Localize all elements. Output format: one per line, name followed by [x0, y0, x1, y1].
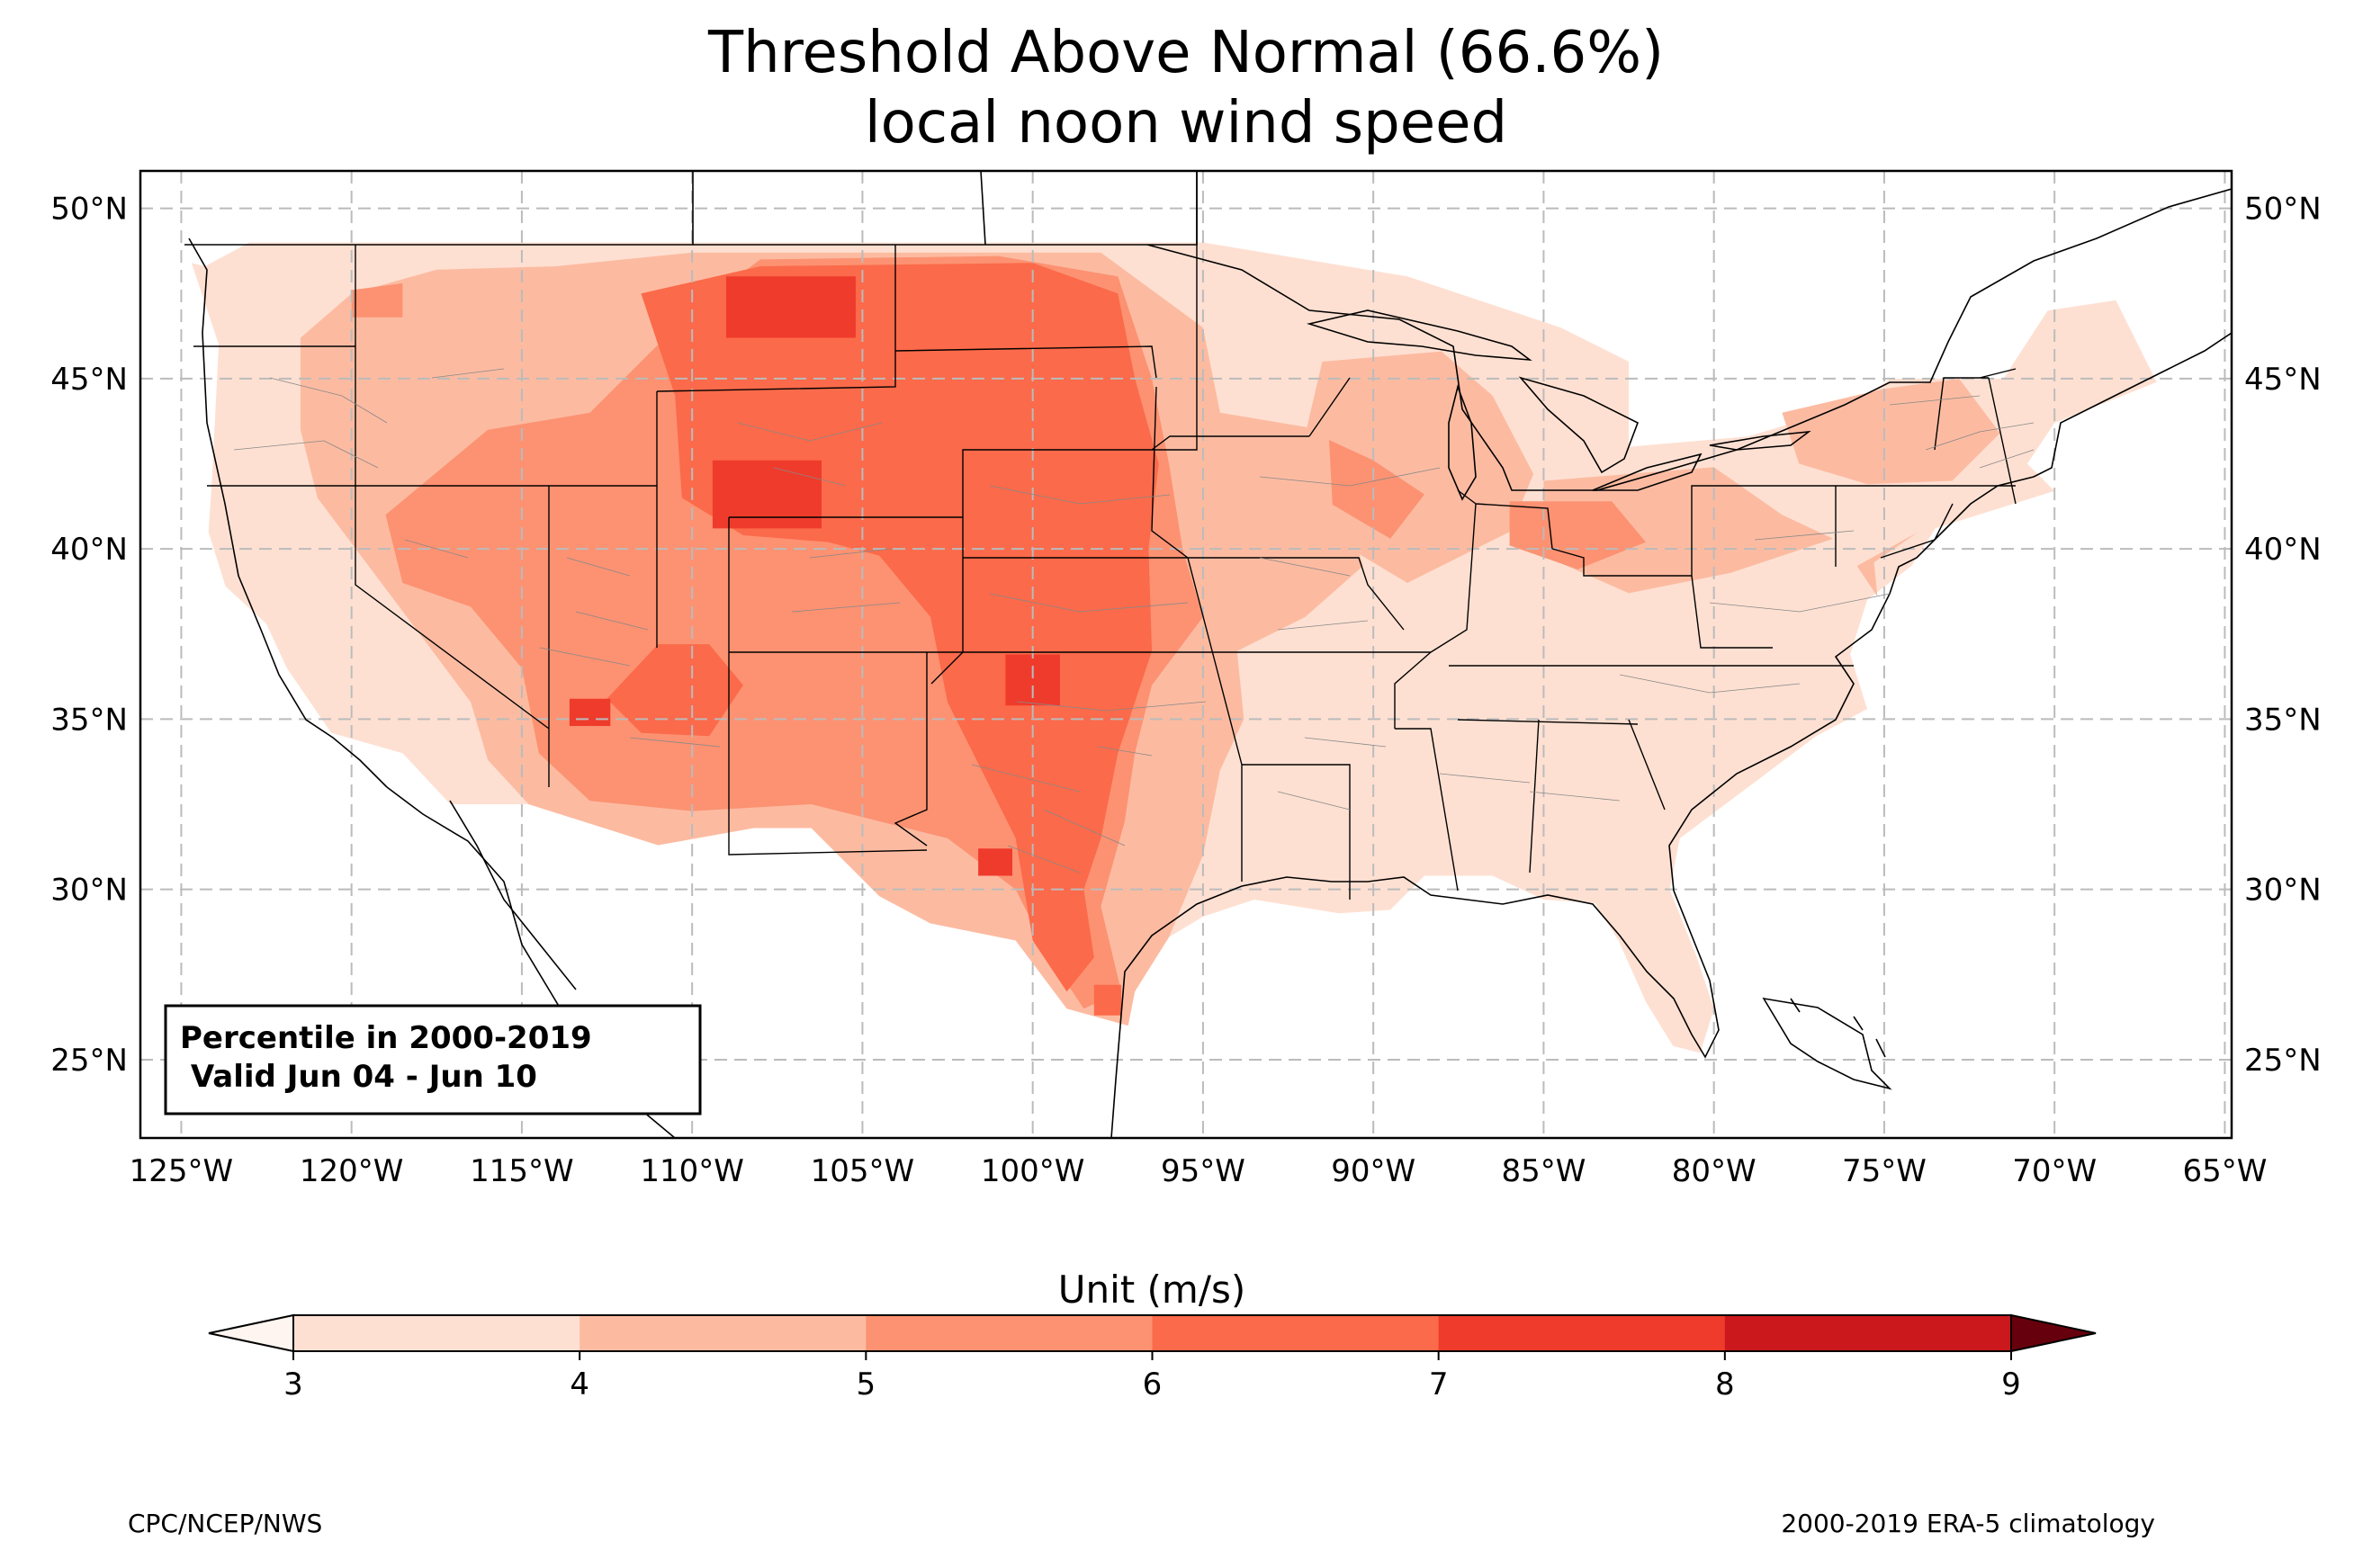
colorbar-tick-label: 7: [1429, 1366, 1449, 1402]
info-box-line-1: Percentile in 2000-2019: [180, 1020, 592, 1056]
colorbar-segments: [208, 1313, 2097, 1353]
info-box: Percentile in 2000-2019 Valid Jun 04 - J…: [164, 1004, 702, 1116]
colorbar-segment: [293, 1315, 580, 1351]
colorbar-segment: [580, 1315, 867, 1351]
lon-tick-label: 80°W: [1672, 1153, 1757, 1189]
colorbar-segment: [1152, 1315, 1440, 1351]
gulf-coast: [1119, 332, 2232, 1059]
colorbar-segment: [866, 1315, 1153, 1351]
geographic-lines: [184, 171, 2232, 1138]
lon-tick-label: 125°W: [130, 1153, 234, 1189]
colorbar-segment: [1724, 1315, 2012, 1351]
title-line-2: local noon wind speed: [865, 90, 1507, 157]
wind-region-15: [1005, 654, 1060, 706]
info-box-frame: [164, 1004, 702, 1116]
gridlines: [140, 171, 2232, 1138]
wind-region-11: [606, 644, 743, 737]
state-borders: [193, 245, 2017, 900]
map-area: 125°W 120°W 115°W 110°W 105°W 100°W 95°W 90°W 85…: [50, 169, 2322, 1189]
info-box-line-2: Valid Jun 04 - Jun 10: [180, 1059, 537, 1095]
county-lines: [233, 368, 2035, 874]
lake-superior: [1306, 309, 1532, 362]
lat-tick-label-left: 40°N: [50, 532, 128, 568]
province-lines: [692, 171, 1198, 246]
cuba: [1762, 997, 1892, 1090]
lon-tick-label: 115°W: [470, 1153, 574, 1189]
wind-region-9: [351, 282, 403, 318]
colorbar-label: Unit (m/s): [1058, 1268, 1246, 1312]
colorbar-tick-label: 3: [283, 1366, 303, 1402]
lat-tick-label-left: 35°N: [50, 702, 128, 738]
lake-ontario: [1709, 430, 1811, 451]
wind-region-7: [1329, 440, 1424, 539]
lon-tick-label: 120°W: [300, 1153, 404, 1189]
bahamas: [1790, 998, 1886, 1058]
lake-erie: [1592, 452, 1703, 491]
colorbar: Unit (m/s) 3 4 5 6 7 8 9: [208, 1268, 2097, 1402]
wind-region-17: [569, 698, 611, 726]
lat-tick-label-right: 40°N: [2244, 532, 2322, 568]
colorbar-ticks: 3 4 5 6 7 8 9: [283, 1351, 2021, 1402]
colorbar-tick-label: 6: [1143, 1366, 1163, 1402]
wind-region-12: [1093, 984, 1122, 1016]
lat-tick-label-right: 45°N: [2244, 362, 2322, 398]
lon-tick-label: 65°W: [2182, 1153, 2267, 1189]
colorbar-tick-label: 9: [2001, 1366, 2021, 1402]
lon-tick-label: 85°W: [1501, 1153, 1586, 1189]
lon-tick-label: 70°W: [2012, 1153, 2097, 1189]
colorbar-under-arrow: [208, 1313, 294, 1353]
lat-tick-label-left: 45°N: [50, 362, 128, 398]
wind-region-16: [978, 848, 1012, 876]
lon-tick-label: 95°W: [1161, 1153, 1245, 1189]
latitude-tick-labels: 25°N 25°N 30°N 30°N 35°N 35°N 40°N 40°N 45°N 45°N…: [50, 192, 2321, 1079]
lon-tick-label: 75°W: [1842, 1153, 1927, 1189]
title-line-1: Threshold Above Normal (66.6%): [707, 20, 1664, 86]
lat-tick-label-right: 25°N: [2244, 1043, 2322, 1079]
wind-region-5: [1856, 532, 1918, 597]
wind-speed-fill-layer: [191, 242, 2157, 1053]
lat-tick-label-left: 30°N: [50, 873, 128, 909]
footer-climatology: 2000-2019 ERA-5 climatology: [1781, 1509, 2155, 1538]
baja-coast: [449, 800, 577, 990]
colorbar-over-arrow: [2010, 1313, 2097, 1353]
wind-region-14: [712, 460, 822, 529]
colorbar-tick-label: 4: [570, 1366, 589, 1402]
lat-tick-label-right: 50°N: [2244, 192, 2322, 228]
mexico-gulf-coast: [1110, 1025, 1121, 1138]
lake-michigan: [1448, 384, 1477, 501]
footer-source: CPC/NCEP/NWS: [128, 1509, 322, 1538]
lat-tick-label-left: 25°N: [50, 1043, 128, 1079]
west-coast: [188, 237, 388, 788]
wind-region-13: [726, 276, 856, 338]
map-frame: [139, 169, 2233, 1140]
lon-tick-label: 110°W: [640, 1153, 744, 1189]
wind-region-3: [1543, 467, 1834, 594]
longitude-tick-labels: 125°W 120°W 115°W 110°W 105°W 100°W 95°W 90°W 85…: [130, 1153, 2268, 1189]
lat-tick-label-right: 30°N: [2244, 873, 2322, 909]
lon-tick-label: 100°W: [981, 1153, 1085, 1189]
colorbar-segment: [1438, 1315, 1726, 1351]
colorbar-tick-label: 8: [1715, 1366, 1735, 1402]
lat-tick-label-right: 35°N: [2244, 702, 2322, 738]
wind-region-10: [641, 263, 1159, 992]
colorbar-tick-label: 5: [857, 1366, 876, 1402]
lat-tick-label-left: 50°N: [50, 192, 128, 228]
wind-region-4: [1782, 378, 2000, 485]
lon-tick-label: 105°W: [811, 1153, 915, 1189]
lon-tick-label: 90°W: [1331, 1153, 1415, 1189]
lake-huron: [1518, 376, 1640, 474]
